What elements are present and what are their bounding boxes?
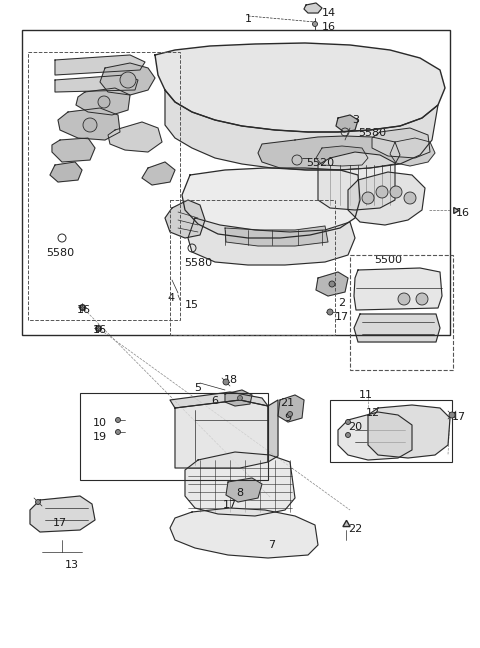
Polygon shape <box>225 390 252 406</box>
Circle shape <box>98 96 110 108</box>
Text: 5580: 5580 <box>46 248 74 258</box>
Circle shape <box>390 186 402 198</box>
Polygon shape <box>58 108 120 140</box>
Polygon shape <box>76 88 130 115</box>
Polygon shape <box>372 128 430 158</box>
Text: 6: 6 <box>212 396 218 406</box>
Text: 21: 21 <box>280 398 294 408</box>
Circle shape <box>362 192 374 204</box>
Polygon shape <box>354 314 440 342</box>
Circle shape <box>36 500 40 505</box>
Text: 17: 17 <box>223 500 237 510</box>
Text: 22: 22 <box>348 524 362 534</box>
Polygon shape <box>318 152 395 210</box>
Polygon shape <box>304 3 322 13</box>
Circle shape <box>120 72 136 88</box>
Bar <box>350 255 453 370</box>
Text: 8: 8 <box>237 488 243 498</box>
Bar <box>170 200 335 335</box>
Polygon shape <box>55 55 145 75</box>
Polygon shape <box>170 392 268 408</box>
Text: 20: 20 <box>348 422 362 432</box>
Circle shape <box>327 309 333 315</box>
Text: 5580: 5580 <box>184 258 212 268</box>
Text: 3: 3 <box>352 115 359 125</box>
Text: 17: 17 <box>452 412 466 422</box>
Polygon shape <box>182 168 360 238</box>
Polygon shape <box>390 138 435 166</box>
Text: 11: 11 <box>359 390 373 400</box>
Circle shape <box>223 379 229 385</box>
Text: 9: 9 <box>284 413 291 423</box>
Text: 16: 16 <box>322 22 336 32</box>
Bar <box>22 30 450 335</box>
Polygon shape <box>226 478 262 502</box>
Circle shape <box>404 192 416 204</box>
Polygon shape <box>278 395 304 422</box>
Text: 5580: 5580 <box>358 128 386 138</box>
Polygon shape <box>348 172 425 225</box>
Text: 17: 17 <box>53 518 67 528</box>
Text: 12: 12 <box>366 408 380 418</box>
Circle shape <box>83 118 97 132</box>
Polygon shape <box>185 452 295 516</box>
Polygon shape <box>188 218 355 265</box>
Text: 15: 15 <box>185 300 199 310</box>
Circle shape <box>116 417 120 422</box>
Text: 13: 13 <box>65 560 79 570</box>
Polygon shape <box>165 200 205 238</box>
Circle shape <box>346 419 350 424</box>
Text: 5500: 5500 <box>374 255 402 265</box>
Circle shape <box>346 432 350 437</box>
Circle shape <box>376 186 388 198</box>
Text: 16: 16 <box>456 208 470 218</box>
Polygon shape <box>225 226 328 246</box>
Bar <box>28 52 180 320</box>
Polygon shape <box>50 162 82 182</box>
Circle shape <box>238 395 242 400</box>
Polygon shape <box>175 400 268 468</box>
Text: 10: 10 <box>93 418 107 428</box>
Text: 19: 19 <box>93 432 107 442</box>
Text: 7: 7 <box>268 540 276 550</box>
Circle shape <box>312 21 317 27</box>
Polygon shape <box>368 405 450 458</box>
Polygon shape <box>338 412 412 460</box>
Text: 2: 2 <box>338 298 345 308</box>
Circle shape <box>116 430 120 435</box>
Polygon shape <box>165 90 438 170</box>
Polygon shape <box>142 162 175 185</box>
Polygon shape <box>108 122 162 152</box>
Polygon shape <box>100 63 155 95</box>
Text: 5520: 5520 <box>306 158 334 168</box>
Polygon shape <box>170 508 318 558</box>
Circle shape <box>398 293 410 305</box>
Bar <box>330 400 452 462</box>
Polygon shape <box>268 400 278 462</box>
Circle shape <box>449 412 455 418</box>
Text: 17: 17 <box>335 312 349 322</box>
Circle shape <box>329 281 335 287</box>
Polygon shape <box>336 115 358 132</box>
Text: 1: 1 <box>244 14 252 24</box>
Polygon shape <box>354 268 442 310</box>
Polygon shape <box>258 136 400 170</box>
Text: 16: 16 <box>77 305 91 315</box>
Text: 4: 4 <box>168 293 175 303</box>
Circle shape <box>416 293 428 305</box>
Polygon shape <box>316 272 348 296</box>
Text: 16: 16 <box>93 325 107 335</box>
Text: 18: 18 <box>224 375 238 385</box>
Text: 14: 14 <box>322 8 336 18</box>
Polygon shape <box>30 496 95 532</box>
Polygon shape <box>155 43 445 132</box>
Polygon shape <box>52 138 95 162</box>
Circle shape <box>288 411 292 417</box>
Bar <box>80 393 268 480</box>
Polygon shape <box>55 75 138 92</box>
Text: 5: 5 <box>194 383 202 393</box>
Polygon shape <box>316 146 368 166</box>
